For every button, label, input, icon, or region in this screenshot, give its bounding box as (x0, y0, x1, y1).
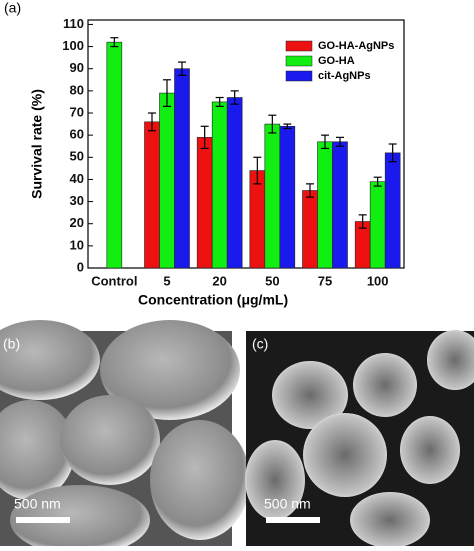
bar (369, 181, 386, 269)
y-tick-label: 80 (70, 82, 84, 97)
bar (317, 141, 333, 269)
legend-label: GO-HA (318, 55, 355, 67)
x-tick-label: 50 (265, 273, 279, 288)
legend-label: GO-HA-AgNPs (318, 40, 394, 52)
y-tick-label: 0 (77, 259, 84, 274)
cell (0, 400, 75, 500)
cell (150, 420, 250, 540)
y-tick-label: 20 (70, 215, 84, 230)
bar (144, 121, 160, 269)
bar (302, 190, 318, 269)
x-tick-label: 75 (318, 273, 332, 288)
panel-label: (c) (252, 336, 268, 352)
y-tick-label: 10 (70, 237, 84, 252)
legend-swatch (285, 40, 313, 52)
y-tick-label: 90 (70, 60, 84, 75)
x-tick-label: 20 (212, 273, 226, 288)
cell (272, 361, 348, 429)
bar (174, 68, 190, 269)
bar (264, 123, 281, 269)
plot-frame (87, 19, 405, 269)
x-tick-label: 100 (367, 273, 389, 288)
bar (196, 137, 213, 269)
cell (100, 320, 240, 420)
cell (350, 492, 430, 548)
bar (106, 41, 123, 269)
legend-swatch (285, 70, 313, 82)
cell (427, 330, 474, 390)
bar (249, 170, 266, 269)
bar (384, 152, 401, 269)
cell (10, 485, 150, 551)
x-tick-label: 5 (163, 273, 170, 288)
bar (332, 141, 348, 269)
bar (211, 101, 228, 269)
x-axis-label: Concentration (μg/mL) (138, 292, 288, 308)
scale-bar-label: 500 nm (264, 496, 311, 512)
y-tick-label: 30 (70, 193, 84, 208)
panel-label: (a) (4, 0, 21, 16)
y-tick-label: 50 (70, 149, 84, 164)
cell (0, 320, 100, 400)
legend-label: cit-AgNPs (318, 70, 371, 82)
y-axis-label: Survival rate (%) (29, 89, 45, 199)
bar (159, 92, 175, 269)
bar (279, 125, 296, 269)
panel-label: (b) (3, 336, 20, 352)
cell (303, 413, 387, 497)
scale-bar-label: 500 nm (14, 496, 61, 512)
cell (60, 395, 160, 485)
y-tick-label: 100 (62, 38, 84, 53)
y-tick-label: 60 (70, 127, 84, 142)
sem-image-b: 500 nm (b) (0, 320, 250, 551)
cell (245, 440, 305, 520)
cell (400, 416, 460, 484)
y-tick-label: 70 (70, 104, 84, 119)
cell (353, 353, 417, 417)
sem-image-c: 500 nm (c) (245, 330, 474, 548)
y-tick-label: 40 (70, 171, 84, 186)
legend-swatch (285, 55, 313, 67)
x-tick-label: Control (91, 273, 137, 288)
bar (226, 97, 243, 269)
y-tick-label: 110 (63, 16, 84, 31)
